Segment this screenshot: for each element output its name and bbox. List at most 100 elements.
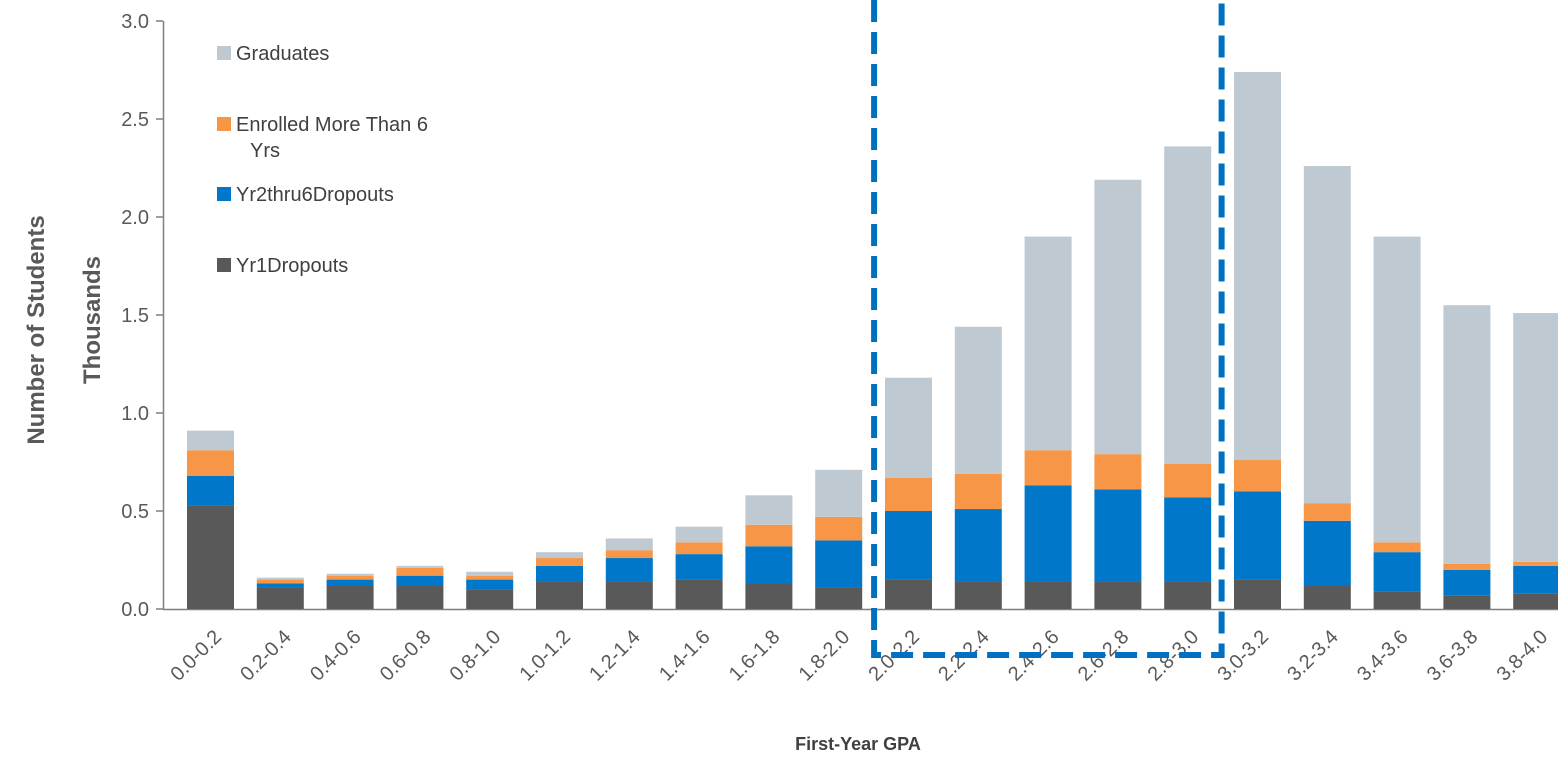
legend-swatch bbox=[217, 46, 231, 60]
bar-segment-graduates bbox=[1234, 71, 1281, 461]
bar-segment-yr2thru6dropouts bbox=[745, 546, 793, 584]
bar-segment-graduates bbox=[1094, 179, 1142, 455]
bar-segment-yr1dropouts bbox=[1443, 595, 1491, 609]
bars-group bbox=[187, 71, 1558, 609]
x-tick-label: 1.4-1.6 bbox=[655, 626, 715, 686]
highlight-box bbox=[871, 0, 1225, 658]
bar-segment-yr2thru6dropouts bbox=[1094, 489, 1142, 582]
legend-swatch bbox=[217, 258, 231, 272]
bar-segment-yr2thru6dropouts bbox=[1513, 565, 1558, 594]
bar-segment-yr1dropouts bbox=[605, 581, 653, 609]
y-tick-label: 1.5 bbox=[121, 305, 149, 327]
bar-segment-yr2thru6dropouts bbox=[1024, 485, 1072, 582]
bar-segment-yr1dropouts bbox=[187, 505, 234, 609]
y-tick-label: 1.0 bbox=[121, 403, 149, 425]
bar-segment-enrolled-more-than-6-yrs bbox=[885, 477, 932, 511]
y-axis-unit-label: Thousands bbox=[79, 256, 106, 384]
bar-segment-yr2thru6dropouts bbox=[396, 575, 444, 586]
bar-segment-graduates bbox=[745, 495, 793, 525]
bar-segment-yr1dropouts bbox=[1303, 585, 1351, 609]
bar-segment-graduates bbox=[1373, 236, 1421, 543]
bar-segment-enrolled-more-than-6-yrs bbox=[1443, 563, 1491, 570]
x-tick-label: 0.2-0.4 bbox=[236, 626, 296, 686]
bar-segment-yr2thru6dropouts bbox=[1443, 569, 1491, 596]
bar-segment-graduates bbox=[396, 565, 444, 568]
bar-segment-graduates bbox=[1303, 166, 1351, 504]
bar-segment-enrolled-more-than-6-yrs bbox=[396, 567, 444, 576]
bar-segment-yr2thru6dropouts bbox=[815, 540, 863, 588]
x-axis-ticks: 0.0-0.2 0.2-0.4 0.4-0.6 0.6-0.8 0.8-1.0 1.0-1… bbox=[166, 626, 1552, 686]
bar-segment-yr1dropouts bbox=[1164, 581, 1212, 609]
y-axis-title: Number of Students bbox=[23, 215, 50, 444]
legend-label: Enrolled More Than 6 Yrs bbox=[236, 114, 428, 162]
bar-segment-enrolled-more-than-6-yrs bbox=[1094, 454, 1142, 490]
bar-segment-graduates bbox=[1164, 146, 1212, 464]
bar-segment-enrolled-more-than-6-yrs bbox=[466, 575, 514, 580]
bar-segment-enrolled-more-than-6-yrs bbox=[745, 524, 793, 547]
bar-segment-yr2thru6dropouts bbox=[885, 511, 932, 580]
y-tick-label: 2.5 bbox=[121, 109, 149, 131]
bar-segment-yr1dropouts bbox=[675, 579, 723, 609]
highlight-dashed-box bbox=[871, 0, 1225, 658]
bar-segment-graduates bbox=[605, 538, 653, 551]
bar-segment-yr1dropouts bbox=[1234, 579, 1281, 609]
bar-segment-yr1dropouts bbox=[466, 589, 514, 609]
bar-segment-enrolled-more-than-6-yrs bbox=[605, 550, 653, 559]
bar-segment-enrolled-more-than-6-yrs bbox=[1164, 463, 1212, 498]
bar-segment-enrolled-more-than-6-yrs bbox=[326, 575, 374, 580]
bar-segment-graduates bbox=[1513, 313, 1558, 562]
y-tick-label: 0.0 bbox=[121, 599, 149, 621]
bar-segment-yr1dropouts bbox=[1024, 581, 1072, 609]
bar-segment-enrolled-more-than-6-yrs bbox=[1234, 460, 1281, 492]
x-tick-label: 3.2-3.4 bbox=[1283, 626, 1343, 686]
bar-segment-graduates bbox=[256, 577, 304, 580]
x-tick-label: 1.2-1.4 bbox=[585, 626, 645, 686]
bar-segment-yr2thru6dropouts bbox=[466, 579, 514, 590]
bar-segment-graduates bbox=[675, 526, 723, 543]
bar-segment-yr2thru6dropouts bbox=[256, 583, 304, 588]
legend-label: Yr2thru6Dropouts bbox=[236, 184, 394, 206]
bar-segment-yr2thru6dropouts bbox=[1234, 491, 1281, 580]
bar-segment-enrolled-more-than-6-yrs bbox=[1303, 503, 1351, 521]
bar-segment-yr2thru6dropouts bbox=[954, 509, 1002, 582]
bar-segment-yr1dropouts bbox=[1094, 581, 1142, 609]
bar-segment-yr2thru6dropouts bbox=[1164, 497, 1212, 582]
bar-segment-graduates bbox=[187, 430, 234, 451]
bar-segment-yr1dropouts bbox=[536, 581, 583, 609]
x-tick-label: 0.4-0.6 bbox=[306, 626, 366, 686]
bar-segment-yr2thru6dropouts bbox=[1303, 520, 1351, 586]
bar-segment-yr2thru6dropouts bbox=[536, 565, 583, 582]
x-tick-label: 3.8-4.0 bbox=[1493, 626, 1553, 686]
bar-segment-yr1dropouts bbox=[326, 585, 374, 609]
bar-segment-enrolled-more-than-6-yrs bbox=[536, 558, 583, 566]
legend-swatch bbox=[217, 187, 231, 201]
y-axis: 0.0 0.5 1.0 1.5 2.0 2.5 3.0 bbox=[121, 11, 1558, 621]
x-tick-label: 3.4-3.6 bbox=[1353, 626, 1413, 686]
y-tick-label: 2.0 bbox=[121, 207, 149, 229]
y-tick-label: 3.0 bbox=[121, 11, 149, 33]
bar-segment-yr1dropouts bbox=[885, 579, 932, 609]
bar-segment-graduates bbox=[815, 469, 863, 517]
legend-label: Graduates bbox=[236, 43, 329, 65]
x-tick-label: 0.0-0.2 bbox=[166, 626, 226, 686]
bar-segment-yr2thru6dropouts bbox=[675, 554, 723, 580]
x-tick-label: 0.8-1.0 bbox=[446, 626, 506, 686]
x-tick-label: 0.6-0.8 bbox=[376, 626, 436, 686]
bar-segment-yr2thru6dropouts bbox=[187, 475, 234, 506]
bar-segment-yr1dropouts bbox=[1513, 593, 1558, 609]
bar-segment-enrolled-more-than-6-yrs bbox=[1024, 450, 1072, 486]
y-tick-label: 0.5 bbox=[121, 501, 149, 523]
bar-segment-graduates bbox=[326, 573, 374, 576]
x-tick-label: 3.6-3.8 bbox=[1423, 626, 1483, 686]
bar-segment-enrolled-more-than-6-yrs bbox=[256, 579, 304, 584]
bar-segment-yr1dropouts bbox=[815, 587, 863, 609]
bar-segment-yr2thru6dropouts bbox=[1373, 552, 1421, 592]
legend-swatch bbox=[217, 117, 231, 131]
bar-segment-graduates bbox=[536, 552, 583, 559]
x-tick-label: 1.8-2.0 bbox=[795, 626, 855, 686]
x-tick-label: 1.6-1.8 bbox=[725, 626, 785, 686]
bar-segment-yr1dropouts bbox=[954, 581, 1002, 609]
x-tick-label: 1.0-1.2 bbox=[515, 626, 575, 686]
bar-segment-graduates bbox=[1443, 305, 1491, 564]
